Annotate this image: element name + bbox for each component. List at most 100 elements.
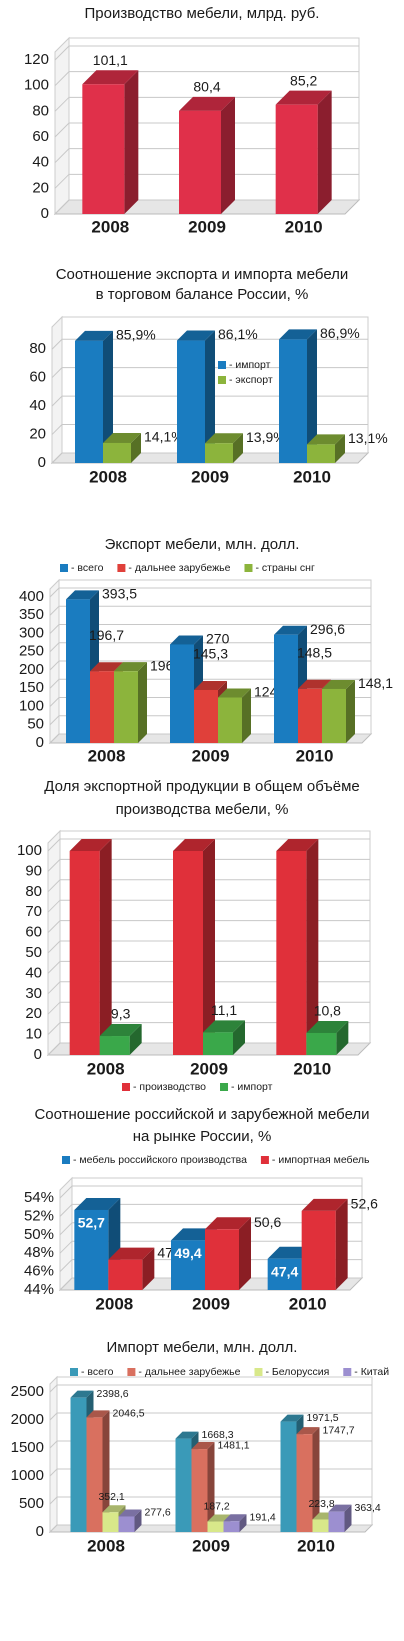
legend-marker [218,361,226,369]
value-label: 85,2 [290,72,317,88]
legend-label: - импортная мебель [272,1154,370,1166]
value-label: 47,4 [271,1263,298,1279]
grid-line [47,940,370,954]
value-label: 1747,7 [323,1424,355,1436]
y-tick-label: 46% [24,1263,54,1280]
value-label: 1971,5 [307,1412,339,1424]
grid-line [59,1203,362,1217]
side-wall [59,1176,73,1292]
value-label: 223,8 [309,1498,335,1510]
grid-line [54,122,359,138]
bar [279,339,307,463]
legend-marker [260,1156,269,1164]
bar-top [306,1020,349,1033]
bar [102,1512,119,1532]
y-tick-label: 60 [32,128,49,145]
x-tick-label: 2009 [192,1294,230,1313]
bar [175,1438,192,1532]
bar-top [99,1024,142,1037]
grid-line [51,424,368,435]
chart-title: производства мебели, % [116,801,289,818]
bar [118,1516,135,1532]
value-label: 49,4 [174,1245,201,1261]
legend-label: - Белоруссия [265,1366,329,1378]
bar-top [66,590,99,600]
grid-line [49,1468,372,1477]
bar [191,1449,208,1532]
bar [90,671,114,743]
x-tick-label: 2010 [296,746,334,765]
value-label: 145,3 [193,646,228,662]
bar [307,444,335,463]
side-wall [49,1375,58,1534]
bar-top [296,1427,320,1435]
value-label: 101,1 [93,52,128,68]
y-tick-label: 0 [36,1523,44,1540]
grid-line [47,858,370,872]
bar [66,599,90,743]
bar-side [239,1514,247,1532]
legend-marker [254,1368,263,1376]
bar [274,634,298,743]
bar-top [194,680,227,690]
grid-line [49,1440,372,1449]
legend-label: - всего [71,562,104,574]
y-tick-label: 120 [24,51,49,68]
grid-line [49,1496,372,1505]
bar-top [175,1431,199,1439]
bar-top [223,1514,247,1522]
grid-line [49,642,371,653]
bar-side [335,434,345,463]
x-tick-label: 2009 [192,746,230,765]
x-tick-label: 2010 [297,1536,335,1555]
side-wall [51,315,63,465]
bar-top [177,330,215,341]
bar-top [301,1198,348,1211]
bar [74,1209,109,1290]
x-tick-label: 2008 [87,1059,125,1078]
y-tick-label: 2500 [11,1383,44,1400]
y-tick-label: 0 [34,1046,42,1063]
bar [69,851,100,1055]
x-tick-label: 2010 [293,1059,331,1078]
bar-top [74,1197,121,1210]
bar [75,340,103,463]
value-label: 1481,1 [218,1439,250,1451]
bar [328,1511,345,1532]
bar-top [70,1390,94,1398]
bar [207,1521,224,1532]
y-tick-label: 200 [19,661,44,678]
grid-line [54,148,359,164]
bar [280,1421,297,1532]
legend-marker [70,1368,78,1376]
bar-side [312,1427,320,1532]
bar [276,851,307,1055]
bar-top [307,434,345,445]
bar-side [335,1198,348,1290]
grid-line [59,1240,362,1254]
value-label: 196,7 [89,627,124,643]
value-label: 9,3 [111,1006,131,1022]
bar-top [90,662,123,672]
bar [218,697,242,743]
chart-title: Производство мебели, млрд. руб. [85,5,320,22]
x-tick-label: 2008 [95,1294,133,1313]
bar [312,1519,329,1532]
grid-line [49,624,371,634]
value-label: 352,1 [99,1491,125,1503]
legend-marker [244,564,253,572]
bar-side [99,839,112,1055]
bar-top [179,96,235,111]
bar-top [328,1504,352,1512]
x-tick-label: 2008 [89,467,127,486]
bar-side [129,1024,142,1055]
value-label: 187,2 [204,1500,230,1512]
x-tick-label: 2010 [289,1294,327,1313]
bar-side [336,1020,349,1055]
grid-line [49,660,371,671]
value-label: 148,5 [297,645,332,661]
bar-top [114,662,147,672]
bar [173,851,203,1055]
